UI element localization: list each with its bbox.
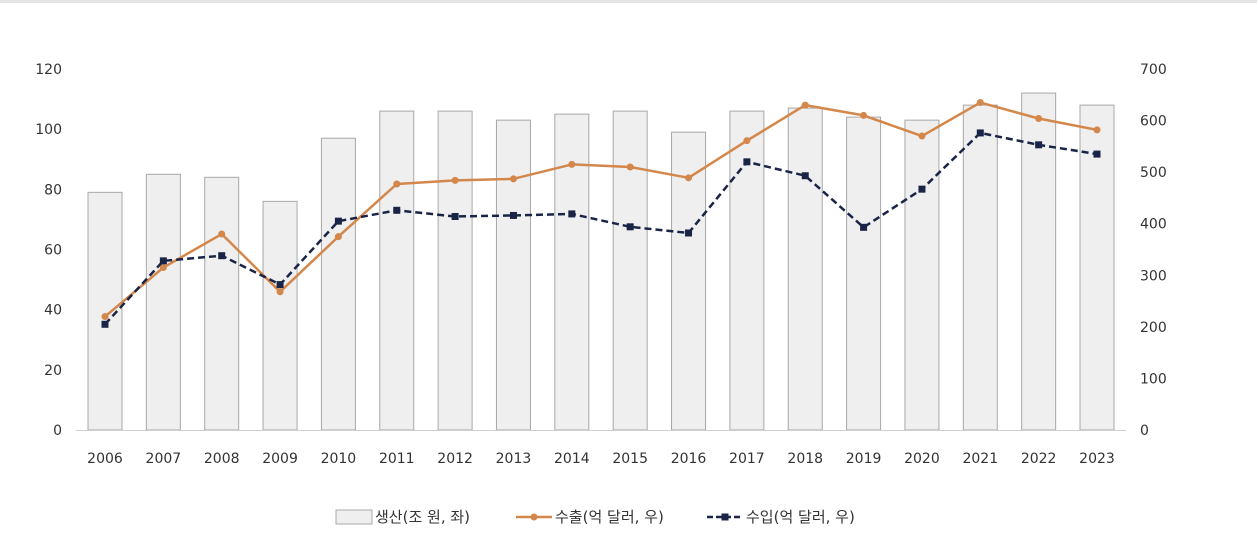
import-point bbox=[159, 257, 167, 265]
right-tick-label: 100 bbox=[1140, 371, 1167, 387]
import-point bbox=[276, 281, 284, 289]
import-point bbox=[743, 158, 751, 166]
export-point bbox=[743, 137, 751, 145]
legend-label-export: 수출(억 달러, 우) bbox=[555, 508, 664, 526]
export-point bbox=[860, 111, 868, 119]
import-point bbox=[1035, 141, 1043, 149]
x-tick-label: 2007 bbox=[146, 451, 182, 467]
bar bbox=[262, 200, 298, 431]
left-tick-label: 60 bbox=[44, 243, 62, 259]
right-tick-label: 200 bbox=[1140, 320, 1167, 336]
x-tick-label: 2011 bbox=[379, 451, 415, 467]
left-tick-label: 40 bbox=[44, 303, 62, 319]
x-tick-label: 2018 bbox=[787, 451, 823, 467]
right-tick-label: 300 bbox=[1140, 268, 1167, 284]
x-tick-label: 2012 bbox=[437, 451, 473, 467]
top-divider bbox=[0, 0, 1257, 3]
bar bbox=[320, 137, 356, 431]
import-point bbox=[626, 223, 634, 231]
bar bbox=[962, 104, 998, 431]
import-point bbox=[1093, 150, 1101, 158]
export-point bbox=[918, 132, 926, 140]
bar bbox=[904, 119, 940, 431]
import-point bbox=[451, 212, 459, 220]
import-point bbox=[218, 252, 226, 260]
export-point bbox=[976, 99, 984, 107]
line-series bbox=[101, 99, 1101, 328]
bar-series bbox=[87, 92, 1115, 431]
legend: 생산(조 원, 좌) 수출(억 달러, 우) 수입(억 달러, 우) bbox=[335, 508, 855, 526]
export-point bbox=[1093, 126, 1101, 134]
x-tick-label: 2016 bbox=[671, 451, 707, 467]
right-axis: 0 100 200 300 400 500 600 700 bbox=[1140, 62, 1167, 439]
x-axis: 2006 2007 2008 2009 2010 2011 2012 2013 2014 2015… bbox=[87, 451, 1115, 467]
left-tick-label: 0 bbox=[53, 423, 62, 439]
bar bbox=[495, 119, 531, 431]
x-tick-label: 2006 bbox=[87, 451, 123, 467]
import-point bbox=[685, 229, 693, 237]
legend-label-import: 수입(억 달러, 우) bbox=[746, 508, 855, 526]
left-tick-label: 120 bbox=[35, 62, 62, 78]
export-point bbox=[568, 160, 576, 168]
x-tick-label: 2015 bbox=[612, 451, 648, 467]
left-tick-label: 100 bbox=[35, 122, 62, 138]
bar bbox=[787, 107, 823, 431]
import-point bbox=[801, 172, 809, 180]
export-point bbox=[685, 174, 693, 182]
import-point bbox=[101, 320, 109, 328]
import-line bbox=[104, 131, 1098, 326]
import-point bbox=[509, 211, 517, 219]
legend-marker-export bbox=[530, 513, 538, 521]
x-tick-label: 2020 bbox=[904, 451, 940, 467]
x-tick-label: 2009 bbox=[262, 451, 298, 467]
legend-swatch-production bbox=[335, 509, 373, 525]
export-line bbox=[104, 101, 1098, 318]
export-point bbox=[101, 313, 109, 321]
x-tick-label: 2013 bbox=[496, 451, 532, 467]
x-tick-label: 2021 bbox=[962, 451, 998, 467]
bar bbox=[612, 110, 648, 431]
import-point bbox=[976, 129, 984, 137]
export-point bbox=[334, 233, 342, 241]
right-tick-label: 500 bbox=[1140, 165, 1167, 181]
x-tick-label: 2010 bbox=[321, 451, 357, 467]
x-tick-label: 2017 bbox=[729, 451, 765, 467]
right-tick-label: 600 bbox=[1140, 114, 1167, 130]
export-point bbox=[451, 176, 459, 184]
left-tick-label: 20 bbox=[44, 363, 62, 379]
left-tick-label: 80 bbox=[44, 182, 62, 198]
import-point bbox=[918, 185, 926, 193]
export-point bbox=[626, 163, 634, 171]
bar bbox=[379, 110, 415, 431]
bar bbox=[437, 110, 473, 431]
x-tick-label: 2008 bbox=[204, 451, 240, 467]
import-point bbox=[568, 210, 576, 218]
export-point bbox=[509, 175, 517, 183]
x-tick-label: 2023 bbox=[1079, 451, 1115, 467]
x-tick-label: 2022 bbox=[1021, 451, 1057, 467]
legend-label-production: 생산(조 원, 좌) bbox=[375, 508, 470, 526]
export-point bbox=[1035, 115, 1043, 123]
bar bbox=[145, 173, 181, 431]
bar bbox=[204, 176, 240, 431]
legend-marker-import bbox=[721, 513, 729, 521]
export-point bbox=[218, 230, 226, 238]
x-tick-label: 2019 bbox=[846, 451, 882, 467]
bar bbox=[671, 131, 707, 431]
export-point bbox=[276, 288, 284, 296]
export-point bbox=[159, 264, 167, 272]
export-point bbox=[393, 180, 401, 188]
right-tick-label: 400 bbox=[1140, 217, 1167, 233]
right-tick-label: 700 bbox=[1140, 62, 1167, 78]
right-tick-label: 0 bbox=[1140, 423, 1149, 439]
left-axis: 0 20 40 60 80 100 120 bbox=[35, 62, 62, 439]
import-point bbox=[393, 206, 401, 214]
export-point bbox=[801, 101, 809, 109]
bar bbox=[846, 116, 882, 431]
x-tick-label: 2014 bbox=[554, 451, 590, 467]
import-point bbox=[860, 223, 868, 231]
import-point bbox=[334, 217, 342, 225]
